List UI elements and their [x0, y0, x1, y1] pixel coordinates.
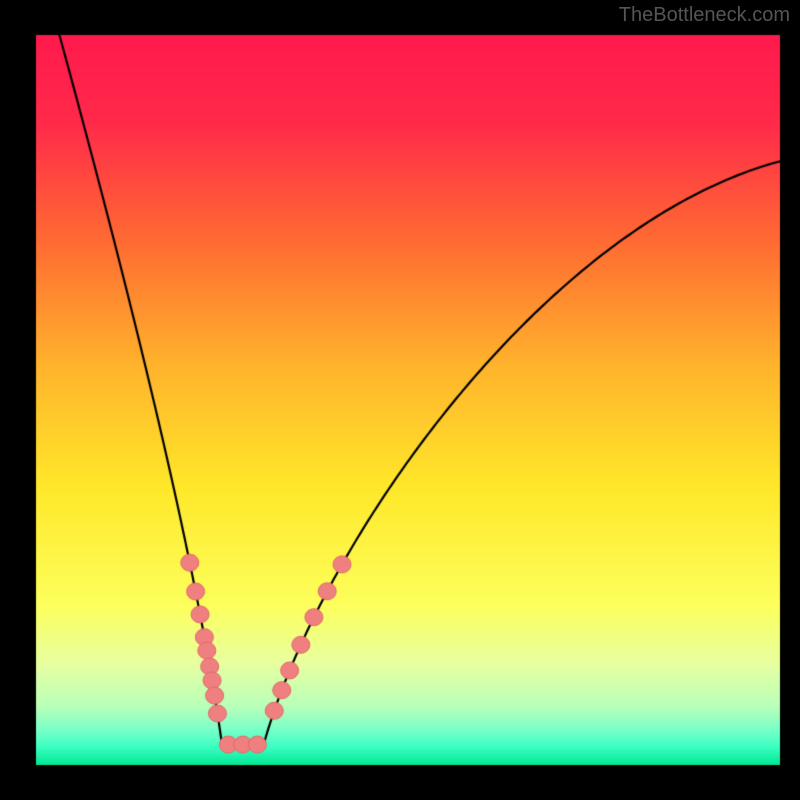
chart-root: TheBottleneck.com	[0, 0, 800, 800]
bottleneck-curve-chart	[0, 0, 800, 800]
watermark-text: TheBottleneck.com	[619, 0, 800, 27]
